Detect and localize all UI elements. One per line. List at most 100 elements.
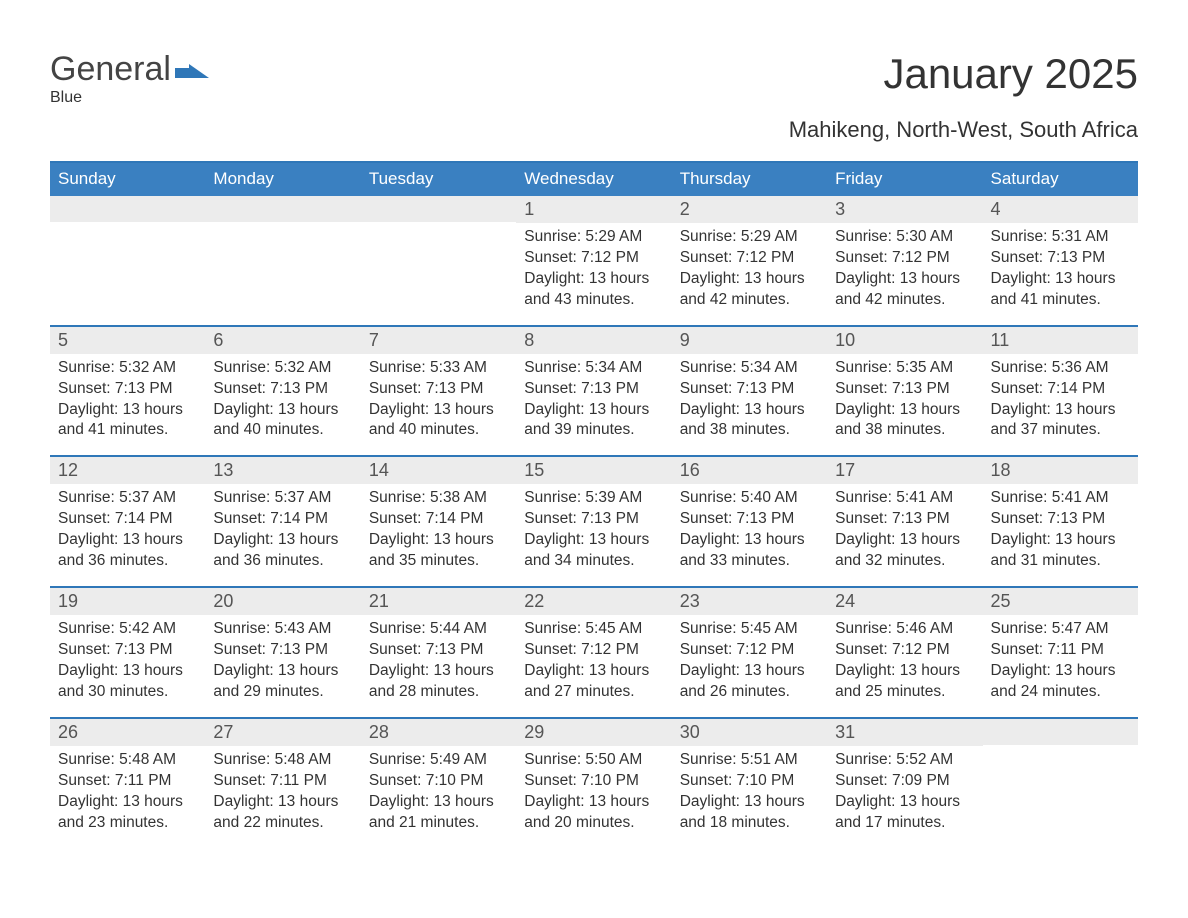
day-d2: and 23 minutes. [58,813,197,834]
day-sunrise: Sunrise: 5:49 AM [369,750,508,771]
day-d1: Daylight: 13 hours [991,269,1130,290]
dow-monday: Monday [205,163,360,196]
day-d1: Daylight: 13 hours [680,530,819,551]
day-d1: Daylight: 13 hours [58,792,197,813]
logo: General Blue [50,50,209,107]
day-details: Sunrise: 5:29 AMSunset: 7:12 PMDaylight:… [516,223,671,313]
day-details: Sunrise: 5:37 AMSunset: 7:14 PMDaylight:… [50,484,205,574]
day-sunrise: Sunrise: 5:33 AM [369,358,508,379]
day-sunset: Sunset: 7:13 PM [369,640,508,661]
day-d1: Daylight: 13 hours [58,661,197,682]
day-number: 30 [672,719,827,746]
day-d2: and 21 minutes. [369,813,508,834]
day-number: 9 [672,327,827,354]
day-d1: Daylight: 13 hours [369,400,508,421]
day-number: 28 [361,719,516,746]
week-row: 19Sunrise: 5:42 AMSunset: 7:13 PMDayligh… [50,586,1138,717]
day-sunset: Sunset: 7:11 PM [991,640,1130,661]
day-details: Sunrise: 5:41 AMSunset: 7:13 PMDaylight:… [983,484,1138,574]
day-sunrise: Sunrise: 5:38 AM [369,488,508,509]
day-details: Sunrise: 5:52 AMSunset: 7:09 PMDaylight:… [827,746,982,836]
week-row: 1Sunrise: 5:29 AMSunset: 7:12 PMDaylight… [50,196,1138,325]
day-number: 20 [205,588,360,615]
day-number: 7 [361,327,516,354]
day-sunset: Sunset: 7:13 PM [58,640,197,661]
day-d1: Daylight: 13 hours [680,661,819,682]
day-sunset: Sunset: 7:13 PM [991,248,1130,269]
day-details: Sunrise: 5:50 AMSunset: 7:10 PMDaylight:… [516,746,671,836]
day-details: Sunrise: 5:42 AMSunset: 7:13 PMDaylight:… [50,615,205,705]
day-sunrise: Sunrise: 5:31 AM [991,227,1130,248]
day-sunrise: Sunrise: 5:35 AM [835,358,974,379]
day-cell: 7Sunrise: 5:33 AMSunset: 7:13 PMDaylight… [361,327,516,456]
day-sunrise: Sunrise: 5:50 AM [524,750,663,771]
day-number: 25 [983,588,1138,615]
day-details: Sunrise: 5:51 AMSunset: 7:10 PMDaylight:… [672,746,827,836]
day-number [361,196,516,222]
day-sunrise: Sunrise: 5:36 AM [991,358,1130,379]
day-d2: and 30 minutes. [58,682,197,703]
day-cell: 3Sunrise: 5:30 AMSunset: 7:12 PMDaylight… [827,196,982,325]
day-number: 2 [672,196,827,223]
day-number: 27 [205,719,360,746]
day-details: Sunrise: 5:41 AMSunset: 7:13 PMDaylight:… [827,484,982,574]
day-number: 21 [361,588,516,615]
day-sunrise: Sunrise: 5:45 AM [524,619,663,640]
day-d2: and 28 minutes. [369,682,508,703]
day-d1: Daylight: 13 hours [213,792,352,813]
day-sunrise: Sunrise: 5:41 AM [991,488,1130,509]
logo-text-blue: Blue [50,89,209,107]
day-cell: 17Sunrise: 5:41 AMSunset: 7:13 PMDayligh… [827,457,982,586]
day-sunrise: Sunrise: 5:43 AM [213,619,352,640]
day-sunrise: Sunrise: 5:41 AM [835,488,974,509]
day-sunset: Sunset: 7:14 PM [213,509,352,530]
day-number: 12 [50,457,205,484]
day-cell: 5Sunrise: 5:32 AMSunset: 7:13 PMDaylight… [50,327,205,456]
day-sunrise: Sunrise: 5:34 AM [524,358,663,379]
page-title: January 2025 [883,50,1138,98]
day-number: 1 [516,196,671,223]
day-sunrise: Sunrise: 5:30 AM [835,227,974,248]
day-sunset: Sunset: 7:09 PM [835,771,974,792]
day-details: Sunrise: 5:38 AMSunset: 7:14 PMDaylight:… [361,484,516,574]
day-sunset: Sunset: 7:12 PM [524,640,663,661]
day-sunset: Sunset: 7:13 PM [835,379,974,400]
day-d2: and 41 minutes. [58,420,197,441]
day-d1: Daylight: 13 hours [991,530,1130,551]
day-sunset: Sunset: 7:12 PM [835,248,974,269]
day-d2: and 29 minutes. [213,682,352,703]
day-d2: and 40 minutes. [213,420,352,441]
day-sunrise: Sunrise: 5:52 AM [835,750,974,771]
day-details: Sunrise: 5:35 AMSunset: 7:13 PMDaylight:… [827,354,982,444]
calendar: SundayMondayTuesdayWednesdayThursdayFrid… [50,161,1138,847]
day-number: 26 [50,719,205,746]
day-d1: Daylight: 13 hours [524,661,663,682]
day-d2: and 38 minutes. [680,420,819,441]
day-d2: and 38 minutes. [835,420,974,441]
day-sunrise: Sunrise: 5:39 AM [524,488,663,509]
day-cell: 20Sunrise: 5:43 AMSunset: 7:13 PMDayligh… [205,588,360,717]
day-sunset: Sunset: 7:13 PM [680,379,819,400]
day-cell: 24Sunrise: 5:46 AMSunset: 7:12 PMDayligh… [827,588,982,717]
day-d2: and 31 minutes. [991,551,1130,572]
day-cell: 4Sunrise: 5:31 AMSunset: 7:13 PMDaylight… [983,196,1138,325]
day-number: 14 [361,457,516,484]
day-number: 11 [983,327,1138,354]
day-d1: Daylight: 13 hours [680,400,819,421]
day-sunrise: Sunrise: 5:48 AM [213,750,352,771]
day-d2: and 42 minutes. [680,290,819,311]
dow-header-row: SundayMondayTuesdayWednesdayThursdayFrid… [50,163,1138,196]
day-number: 23 [672,588,827,615]
dow-sunday: Sunday [50,163,205,196]
day-cell: 26Sunrise: 5:48 AMSunset: 7:11 PMDayligh… [50,719,205,848]
day-details: Sunrise: 5:34 AMSunset: 7:13 PMDaylight:… [672,354,827,444]
day-details: Sunrise: 5:37 AMSunset: 7:14 PMDaylight:… [205,484,360,574]
day-d1: Daylight: 13 hours [213,661,352,682]
day-d2: and 24 minutes. [991,682,1130,703]
day-d2: and 39 minutes. [524,420,663,441]
day-d2: and 37 minutes. [991,420,1130,441]
day-details: Sunrise: 5:33 AMSunset: 7:13 PMDaylight:… [361,354,516,444]
day-number [205,196,360,222]
day-number: 17 [827,457,982,484]
day-cell: 15Sunrise: 5:39 AMSunset: 7:13 PMDayligh… [516,457,671,586]
